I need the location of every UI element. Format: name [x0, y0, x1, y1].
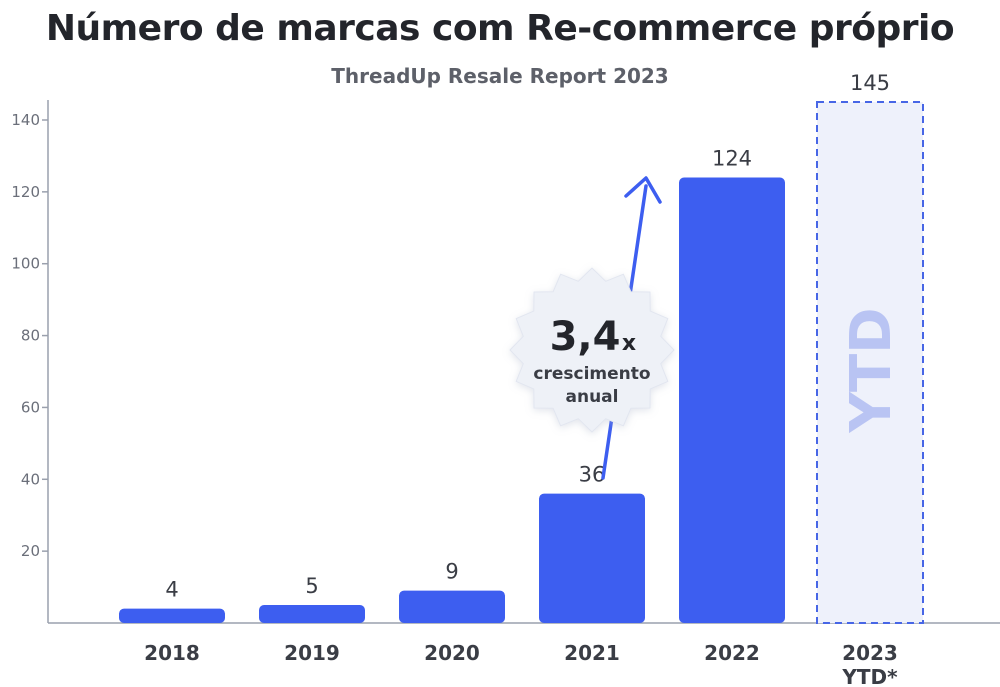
data-label: 5 [305, 574, 318, 598]
y-tick-label: 60 [21, 398, 40, 416]
growth-arrow-head [624, 176, 662, 204]
data-label: 145 [850, 71, 890, 95]
data-label: 4 [165, 578, 178, 602]
x-tick-label: 2018 [144, 641, 200, 665]
growth-badge [509, 267, 675, 433]
y-tick-label: 80 [21, 327, 40, 345]
y-tick-label: 20 [21, 542, 40, 560]
bar-0 [119, 608, 225, 623]
x-tick-label: 2021 [564, 641, 620, 665]
bar-5 [816, 101, 924, 625]
growth-value: 3,4 [550, 314, 621, 360]
data-label: 124 [712, 146, 752, 170]
y-tick-label: 120 [11, 183, 40, 201]
data-label: 36 [579, 463, 606, 487]
y-tick-label: 40 [21, 470, 40, 488]
bar-2 [399, 590, 505, 623]
growth-caption-line2: anual [566, 387, 619, 407]
x-tick-label: 2020 [424, 641, 480, 665]
bar-1 [259, 605, 365, 623]
x-tick-label: 2019 [284, 641, 340, 665]
growth-suffix: x [622, 331, 636, 356]
x-tick-label: 2022 [704, 641, 760, 665]
chart-title: Número de marcas com Re-commerce próprio [45, 8, 955, 49]
bar-3 [539, 493, 645, 623]
y-tick-label: 100 [11, 255, 40, 273]
chart-subtitle: ThreadUp Resale Report 2023 [331, 64, 669, 88]
x-tick-label: 2023 [842, 641, 898, 665]
bar-4 [679, 177, 785, 623]
projected-watermark: YTD [839, 307, 904, 433]
growth-caption-line1: crescimento [533, 364, 650, 384]
x-tick-label: YTD* [841, 665, 898, 687]
data-label: 9 [445, 560, 458, 584]
y-tick-label: 140 [11, 111, 40, 129]
